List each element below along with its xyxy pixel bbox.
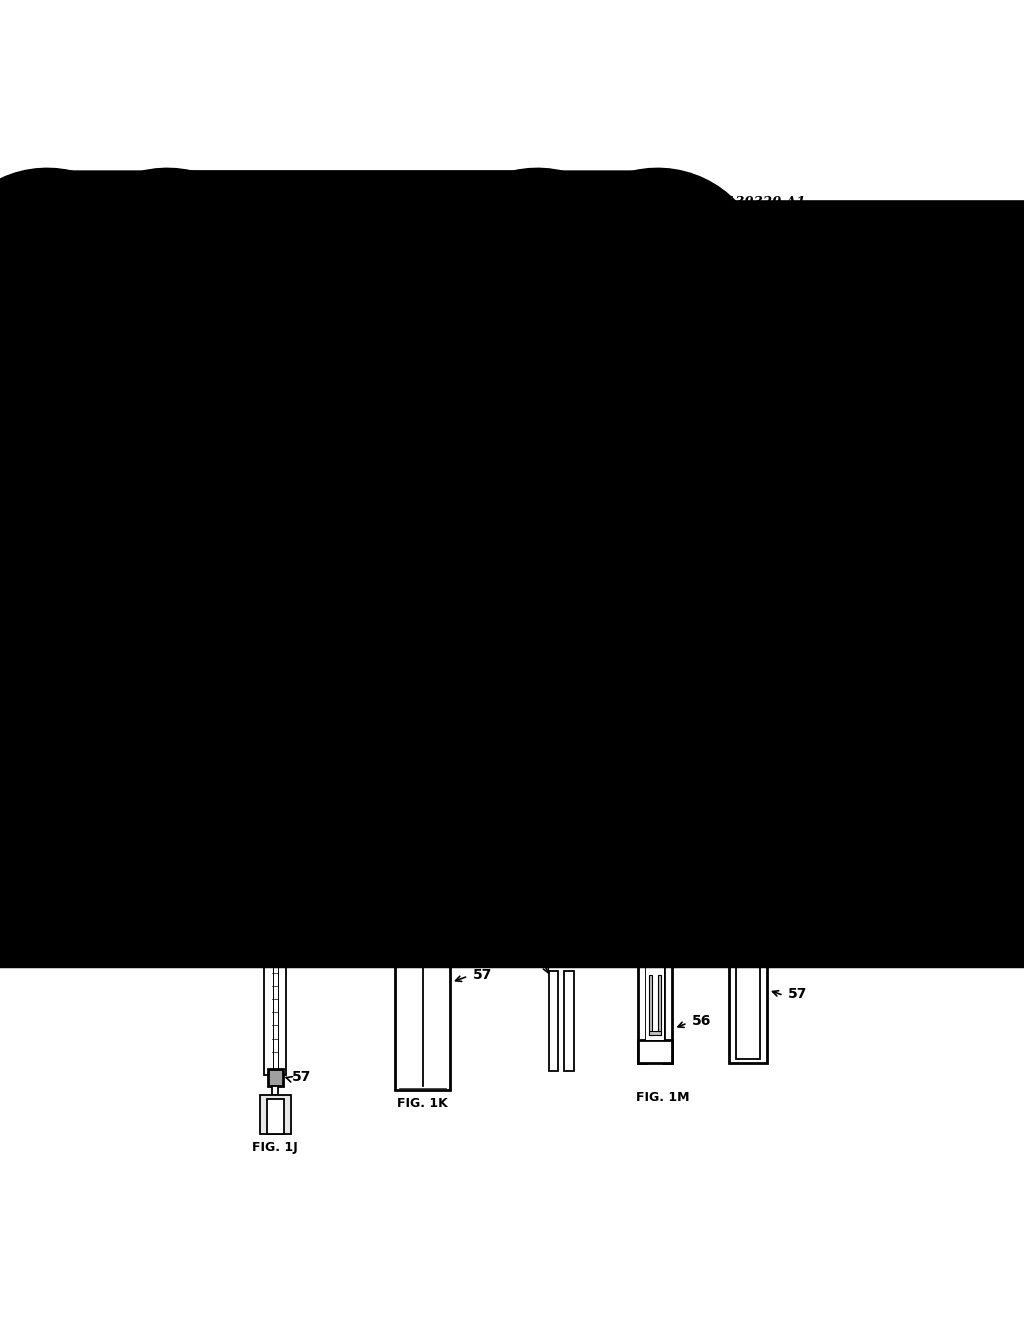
Bar (255, 277, 283, 440)
Bar (536, 459, 542, 473)
Bar (375, 277, 402, 440)
Bar (394, 582, 422, 779)
Bar (735, 966, 761, 1059)
Bar (741, 339, 751, 494)
Bar (570, 620, 573, 700)
Bar (544, 281, 553, 432)
Bar (758, 339, 767, 494)
Text: 51: 51 (218, 376, 238, 389)
Bar (423, 582, 430, 800)
Text: FIG. 1K: FIG. 1K (397, 1097, 447, 1110)
Bar (402, 462, 412, 478)
Text: FIG. 1F: FIG. 1F (401, 866, 452, 879)
Text: 57: 57 (292, 1071, 311, 1084)
Text: FIG. 1E: FIG. 1E (251, 834, 300, 847)
Bar (284, 277, 290, 462)
Bar (267, 1069, 283, 1086)
Bar (570, 693, 585, 700)
Text: 50: 50 (469, 483, 488, 496)
Text: 56: 56 (692, 1014, 712, 1028)
Bar (281, 482, 293, 511)
Bar (658, 974, 662, 1035)
Text: 55: 55 (519, 954, 539, 969)
Text: 55: 55 (706, 323, 725, 337)
Text: 50: 50 (376, 832, 395, 845)
Bar (283, 462, 292, 478)
Text: Patent Application Publication: Patent Application Publication (197, 195, 424, 209)
Bar (729, 964, 767, 1063)
Bar (276, 478, 298, 512)
Bar (403, 277, 410, 462)
Text: 57: 57 (788, 987, 808, 1001)
Bar (638, 964, 646, 1063)
Text: FIG. 1J: FIG. 1J (252, 1142, 298, 1155)
Bar (649, 974, 652, 1035)
Bar (292, 281, 301, 432)
Bar (421, 792, 432, 808)
Text: FIG. 1B: FIG. 1B (378, 520, 428, 533)
Text: 53: 53 (209, 582, 228, 597)
Bar (536, 277, 542, 459)
Text: 56: 56 (621, 682, 640, 697)
Bar (557, 705, 598, 737)
Bar (731, 751, 765, 792)
Text: 50: 50 (228, 800, 248, 814)
Bar (275, 582, 283, 776)
Text: 50: 50 (234, 496, 254, 510)
Text: 51: 51 (209, 678, 228, 693)
Bar (423, 808, 429, 821)
Bar (524, 473, 553, 507)
Bar (266, 1100, 284, 1134)
Bar (735, 590, 761, 751)
Text: 50: 50 (355, 496, 375, 510)
Bar (432, 586, 442, 771)
Bar (263, 791, 295, 828)
Text: Jun. 16, 2011  Sheet 1 of 32: Jun. 16, 2011 Sheet 1 of 32 (406, 195, 612, 209)
Bar (649, 1031, 662, 1035)
Bar (738, 755, 758, 792)
Text: 57: 57 (473, 968, 493, 982)
Bar (285, 586, 295, 747)
Bar (745, 591, 751, 743)
Text: FIG. 1C: FIG. 1C (510, 515, 560, 528)
Text: FIG 1A: FIG 1A (256, 520, 302, 533)
Bar (664, 964, 672, 1063)
Bar (582, 620, 585, 700)
Text: 55: 55 (469, 440, 488, 454)
Bar (411, 821, 442, 858)
Bar (260, 1096, 291, 1134)
Bar (275, 776, 283, 791)
Bar (245, 582, 274, 755)
Bar (395, 928, 450, 1090)
Bar (534, 444, 544, 455)
Text: 51': 51' (219, 279, 244, 293)
Bar (646, 964, 664, 1040)
Bar (273, 927, 278, 1074)
Text: US 2011/0139329 A1: US 2011/0139329 A1 (649, 195, 805, 209)
Bar (588, 605, 598, 737)
Bar (396, 478, 418, 512)
Bar (549, 970, 558, 1071)
Text: FIG. 1D: FIG. 1D (738, 515, 790, 528)
Bar (564, 970, 573, 1071)
Bar (418, 825, 435, 858)
Bar (638, 1040, 672, 1063)
Text: FIG. 1H: FIG. 1H (722, 799, 774, 812)
Bar (567, 605, 588, 705)
Bar (272, 1086, 279, 1096)
Bar (557, 605, 567, 737)
Text: 52: 52 (348, 279, 368, 293)
Text: FIG. 1G: FIG. 1G (552, 743, 603, 756)
Bar (412, 281, 421, 432)
Bar (264, 924, 286, 1074)
Bar (400, 482, 414, 511)
Bar (270, 795, 288, 828)
Bar (531, 477, 546, 507)
Text: FIG. 1M: FIG. 1M (636, 1092, 689, 1105)
Bar (508, 277, 535, 440)
